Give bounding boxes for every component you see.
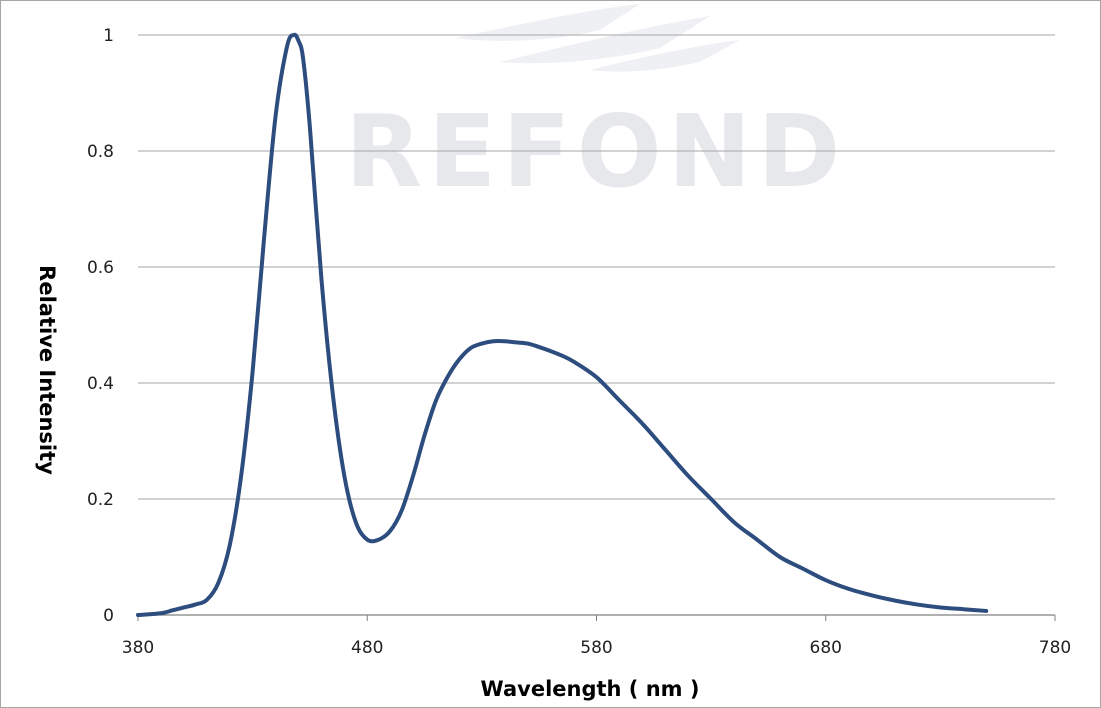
x-tick-label: 780	[1039, 638, 1071, 658]
axes	[137, 614, 1056, 621]
y-tick-labels: 0 0.2 0.4 0.6 0.8 1	[87, 26, 114, 626]
y-axis-title: Relative Intensity	[35, 265, 59, 475]
watermark-swoosh-3	[590, 40, 740, 72]
y-tick-label: 0.8	[87, 142, 114, 162]
x-tick-label: 580	[580, 638, 612, 658]
y-tick-label: 0.2	[87, 490, 114, 510]
y-tick-label: 0.4	[87, 374, 114, 394]
x-axis-title: Wavelength ( nm )	[481, 677, 700, 701]
x-tick-label: 380	[122, 638, 154, 658]
x-tick-labels: 380 480 580 680 780	[122, 638, 1071, 658]
watermark-swoosh-2	[500, 16, 710, 64]
series-line-0	[136, 32, 989, 617]
y-tick-label: 0	[103, 606, 114, 626]
watermark-swoosh-1	[455, 4, 640, 41]
x-tick-label: 680	[810, 638, 842, 658]
series-layer	[136, 32, 989, 617]
y-tick-label: 1	[103, 26, 114, 46]
x-tick-label: 480	[351, 638, 383, 658]
y-tick-label: 0.6	[87, 258, 114, 278]
